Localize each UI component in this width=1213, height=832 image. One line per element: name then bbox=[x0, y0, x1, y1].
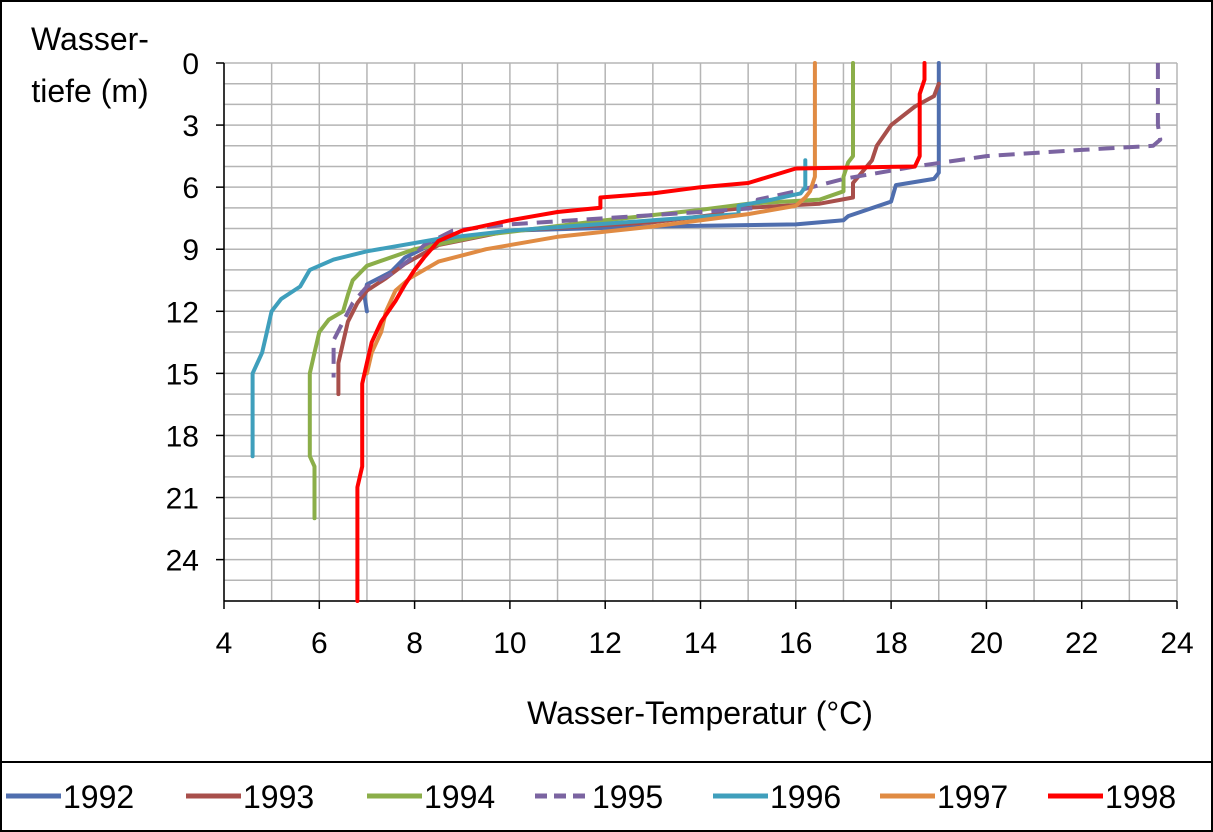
axes: 4 6 8 10 12 14 16 18 20 22 24 0 3 6 9 12 15 18 21 24 bbox=[166, 48, 1194, 660]
y-axis-title-line1: Wasser- bbox=[31, 21, 149, 57]
legend-label-1992: 1992 bbox=[63, 779, 134, 815]
x-tick-label: 8 bbox=[406, 627, 423, 660]
legend-label-1993: 1993 bbox=[243, 779, 314, 815]
legend-label-1994: 1994 bbox=[424, 779, 495, 815]
series-lines bbox=[250, 61, 1163, 603]
x-tick-label: 14 bbox=[684, 627, 717, 660]
series-line-1995 bbox=[331, 63, 1163, 378]
series-line-1994 bbox=[307, 61, 855, 521]
y-tick-label: 18 bbox=[166, 420, 199, 453]
y-tick-label: 12 bbox=[166, 296, 199, 329]
y-tick-label: 15 bbox=[166, 358, 199, 391]
grid bbox=[223, 62, 1178, 602]
y-tick-label: 6 bbox=[182, 172, 199, 205]
x-tick-label: 4 bbox=[216, 627, 233, 660]
x-tick-label: 20 bbox=[970, 627, 1003, 660]
series-line-1996 bbox=[250, 158, 808, 459]
y-tick-label: 24 bbox=[166, 545, 199, 578]
x-tick-label: 18 bbox=[874, 627, 907, 660]
y-tick-label: 9 bbox=[182, 234, 199, 267]
y-tick-label: 21 bbox=[166, 483, 199, 516]
x-tick-label: 24 bbox=[1160, 627, 1193, 660]
x-tick-label: 10 bbox=[493, 627, 526, 660]
x-tick-label: 16 bbox=[779, 627, 812, 660]
y-tick-label: 3 bbox=[182, 110, 199, 143]
x-tick-label: 6 bbox=[311, 627, 328, 660]
legend-label-1995: 1995 bbox=[592, 779, 663, 815]
series-line-1998 bbox=[355, 61, 927, 603]
x-tick-label: 22 bbox=[1065, 627, 1098, 660]
legend-label-1996: 1996 bbox=[770, 779, 841, 815]
x-axis-title: Wasser-Temperatur (°C) bbox=[527, 695, 873, 731]
legend: 1992 1993 1994 1995 1996 1997 1998 bbox=[6, 779, 1176, 815]
x-tick-label: 12 bbox=[589, 627, 622, 660]
y-tick-label: 0 bbox=[182, 48, 199, 81]
y-axis-title-line2: tiefe (m) bbox=[31, 73, 148, 109]
legend-label-1997: 1997 bbox=[937, 779, 1008, 815]
legend-label-1998: 1998 bbox=[1105, 779, 1176, 815]
